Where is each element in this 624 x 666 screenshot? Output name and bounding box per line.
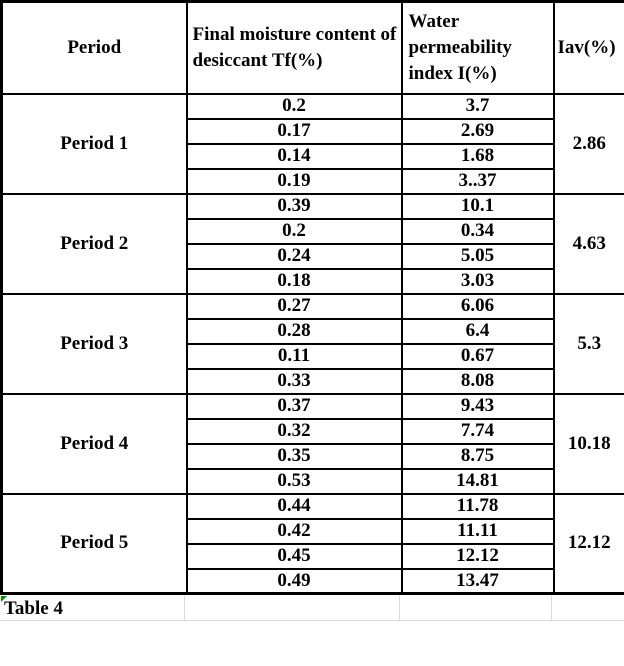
table-row: 0.49 13.47	[2, 567, 624, 595]
i-value-cell: 10.1	[400, 192, 555, 220]
period-label-cell: Period 4	[0, 392, 188, 495]
i-value-cell: 12.12	[400, 542, 555, 570]
header-period: Period	[0, 0, 188, 95]
tf-value-cell: 0.11	[185, 342, 403, 370]
i-value-cell: 0.34	[400, 217, 555, 245]
tf-value-cell: 0.2	[185, 217, 403, 245]
i-value-cell: 5.05	[400, 242, 555, 270]
table-row: 0.45 12.12	[2, 542, 624, 570]
period-label-cell: Period 3	[0, 292, 188, 395]
table-row: Period 1 0.2 3.7 2.86	[0, 92, 624, 195]
i-value-cell: 0.67	[400, 342, 555, 370]
table-row: 0.14 1.68	[2, 142, 624, 170]
tf-value-cell: 0.49	[185, 567, 403, 595]
tf-value-cell: 0.27	[185, 292, 403, 320]
tf-value-cell: 0.18	[185, 267, 403, 295]
i-value-cell: 2.69	[400, 117, 555, 145]
i-value-cell: 3.7	[400, 92, 555, 120]
header-row: Period Final moisture content of desicca…	[0, 0, 624, 95]
table-row: Period 2 0.39 10.1 4.63	[0, 192, 624, 295]
table-row: 0.28 6.4	[2, 317, 624, 345]
table-row: 0.42 11.11	[2, 517, 624, 545]
header-water-permeability-index: Water permeability index I(%)	[400, 0, 555, 95]
i-value-cell: 6.4	[400, 317, 555, 345]
header-iav: Iav(%)	[552, 0, 624, 95]
table-row: 0.18 3.03	[2, 267, 624, 295]
period-label-cell: Period 5	[0, 492, 188, 595]
caption-row: Table 4	[0, 595, 624, 623]
tf-value-cell: 0.37	[185, 392, 403, 420]
table-row: 0.17 2.69	[2, 117, 624, 145]
i-value-cell: 13.47	[400, 567, 555, 595]
sheet-gridline	[184, 595, 185, 620]
table-row: 0.19 3..37	[2, 167, 624, 195]
sheet-gridline	[551, 595, 552, 620]
i-value-cell: 8.75	[400, 442, 555, 470]
period-label-cell: Period 2	[0, 192, 188, 295]
tf-value-cell: 0.2	[185, 92, 403, 120]
iav-value-cell: 10.18	[552, 392, 624, 495]
tf-value-cell: 0.32	[185, 417, 403, 445]
table-row: 0.53 14.81	[2, 467, 624, 495]
i-value-cell: 6.06	[400, 292, 555, 320]
table-row: Period 3 0.27 6.06 5.3	[0, 292, 624, 395]
tf-value-cell: 0.45	[185, 542, 403, 570]
tf-value-cell: 0.39	[185, 192, 403, 220]
tf-value-cell: 0.42	[185, 517, 403, 545]
i-value-cell: 14.81	[400, 467, 555, 495]
iav-value-cell: 12.12	[552, 492, 624, 595]
data-table: Period Final moisture content of desicca…	[0, 0, 624, 595]
tf-value-cell: 0.44	[185, 492, 403, 520]
sheet-gridline	[399, 595, 400, 620]
tf-value-cell: 0.24	[185, 242, 403, 270]
i-value-cell: 11.11	[400, 517, 555, 545]
iav-value-cell: 2.86	[552, 92, 624, 195]
tf-value-cell: 0.33	[185, 367, 403, 395]
tf-value-cell: 0.14	[185, 142, 403, 170]
tf-value-cell: 0.17	[185, 117, 403, 145]
iav-value-cell: 5.3	[552, 292, 624, 395]
i-value-cell: 7.74	[400, 417, 555, 445]
i-value-cell: 11.78	[400, 492, 555, 520]
table-caption: Table 4	[4, 598, 63, 619]
table-row: Period 4 0.37 9.43 10.18	[0, 392, 624, 495]
tf-value-cell: 0.53	[185, 467, 403, 495]
header-final-moisture-content: Final moisture content of desiccant Tf(%…	[185, 0, 403, 95]
tf-value-cell: 0.35	[185, 442, 403, 470]
table-row: 0.24 5.05	[2, 242, 624, 270]
i-value-cell: 8.08	[400, 367, 555, 395]
table-row: 0.11 0.67	[2, 342, 624, 370]
table-row: Period 5 0.44 11.78 12.12	[0, 492, 624, 595]
table-row: 0.35 8.75	[2, 442, 624, 470]
i-value-cell: 3..37	[400, 167, 555, 195]
period-label-cell: Period 1	[0, 92, 188, 195]
tf-value-cell: 0.28	[185, 317, 403, 345]
i-value-cell: 1.68	[400, 142, 555, 170]
table-row: 0.33 8.08	[2, 367, 624, 395]
tf-value-cell: 0.19	[185, 167, 403, 195]
i-value-cell: 9.43	[400, 392, 555, 420]
table-row: 0.2 0.34	[2, 217, 624, 245]
cell-corner-marker-icon	[1, 596, 7, 602]
table-row: 0.32 7.74	[2, 417, 624, 445]
iav-value-cell: 4.63	[552, 192, 624, 295]
i-value-cell: 3.03	[400, 267, 555, 295]
sheet-gridline	[0, 620, 624, 621]
